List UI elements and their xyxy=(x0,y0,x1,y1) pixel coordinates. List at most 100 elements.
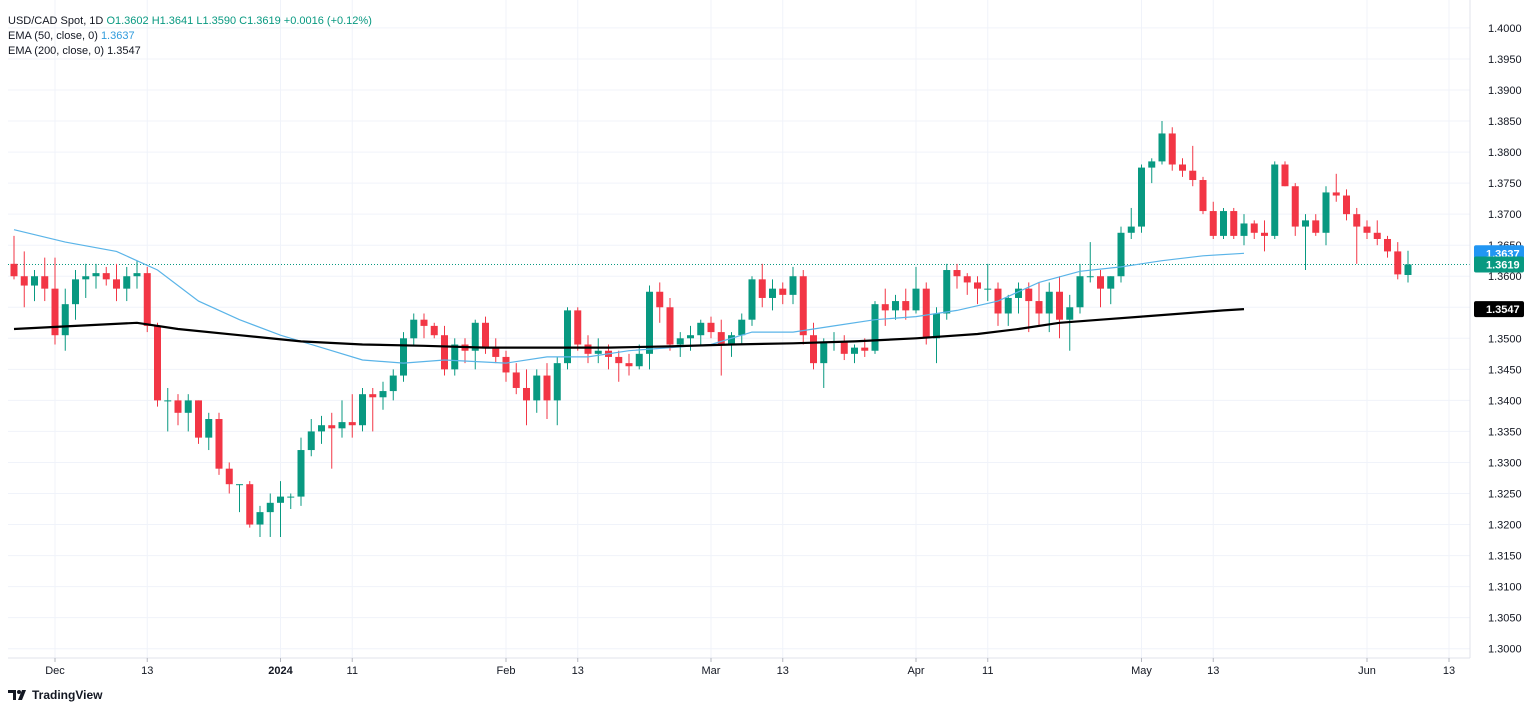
legend-symbol-row[interactable]: USD/CAD Spot, 1D O1.3602 H1.3641 L1.3590… xyxy=(8,14,372,29)
candle-body xyxy=(1056,291,1063,320)
candle-body xyxy=(922,288,930,339)
price-tick-label: 1.3400 xyxy=(1488,395,1522,407)
price-tick-label: 1.3150 xyxy=(1488,551,1522,563)
candle xyxy=(666,297,674,351)
candle-body xyxy=(174,400,182,413)
time-tick-label: 11 xyxy=(982,665,993,677)
candles xyxy=(10,121,1412,537)
candle-body xyxy=(625,363,633,367)
price-tick-label: 1.3950 xyxy=(1488,54,1522,66)
candle-body xyxy=(277,496,284,503)
tradingview-branding[interactable]: TradingView xyxy=(8,688,102,702)
candle-body xyxy=(1230,211,1238,236)
candle-body xyxy=(574,310,582,345)
candle xyxy=(512,363,520,395)
candle xyxy=(1271,161,1279,239)
price-tick-label: 1.3700 xyxy=(1488,209,1522,221)
price-tick-label: 1.3300 xyxy=(1488,457,1522,469)
time-tick-label: 11 xyxy=(347,665,358,677)
candle xyxy=(851,344,858,364)
candle-body xyxy=(758,279,766,298)
chart-legend: USD/CAD Spot, 1D O1.3602 H1.3641 L1.3590… xyxy=(8,14,372,59)
candle-body xyxy=(687,335,694,339)
candle xyxy=(543,363,551,420)
candle-body xyxy=(297,450,305,497)
candle-body xyxy=(810,335,817,364)
candle xyxy=(1025,282,1033,333)
candle xyxy=(72,270,79,320)
candle-body xyxy=(584,344,592,354)
candle-body xyxy=(389,375,397,392)
candle-body xyxy=(51,288,59,336)
candle xyxy=(912,266,920,314)
candle xyxy=(10,235,18,280)
candle-body xyxy=(379,391,387,398)
candle xyxy=(1097,270,1104,308)
candle xyxy=(625,353,633,376)
candle-body xyxy=(779,288,787,295)
candle-body xyxy=(943,270,951,314)
candle xyxy=(338,400,346,438)
candle-body xyxy=(102,273,110,280)
candle xyxy=(287,493,295,510)
candle-body xyxy=(1261,232,1268,236)
candle-body xyxy=(851,347,858,354)
price-tick-label: 1.3250 xyxy=(1488,489,1522,501)
candle-body xyxy=(246,484,254,525)
candle xyxy=(359,387,366,432)
candle xyxy=(994,282,1002,326)
candle-body xyxy=(912,288,920,311)
candle-body xyxy=(707,322,715,333)
tradingview-name: TradingView xyxy=(32,688,103,702)
price-tick-label: 1.3000 xyxy=(1488,644,1522,656)
price-tick-label: 1.3200 xyxy=(1488,520,1522,532)
price-tick-label: 1.3350 xyxy=(1488,426,1522,438)
candle xyxy=(748,276,756,326)
candle-body xyxy=(236,484,243,486)
candle-body xyxy=(441,335,448,370)
candle-body xyxy=(738,319,746,336)
candle xyxy=(881,288,889,326)
candle xyxy=(20,251,28,308)
candle-body xyxy=(1332,192,1340,196)
candle-body xyxy=(1117,232,1125,277)
candle-body xyxy=(1404,264,1412,275)
candle xyxy=(318,415,325,444)
candle xyxy=(902,288,910,320)
candle xyxy=(1261,220,1268,252)
candle-body xyxy=(902,301,910,311)
candle xyxy=(400,332,407,382)
candle xyxy=(1035,282,1043,326)
candle xyxy=(123,266,131,302)
candle xyxy=(1158,121,1166,165)
legend-ema200-row[interactable]: EMA (200, close, 0) 1.3547 xyxy=(8,44,372,59)
candle-body xyxy=(82,276,90,280)
time-axis[interactable]: Dec 13 2024 11 Feb 13 Mar 13 Apr 11 May 13 Jun 13 xyxy=(8,657,1470,677)
candle-body xyxy=(184,400,192,413)
candle-body xyxy=(348,422,356,426)
candle-body xyxy=(113,279,120,289)
ema200-price-badge-text: 1.3547 xyxy=(1486,304,1520,316)
price-tick-label: 1.3050 xyxy=(1488,613,1522,625)
candle-body xyxy=(820,341,828,364)
candle xyxy=(1230,207,1238,239)
ema-lines xyxy=(13,229,1245,364)
candle-body xyxy=(195,400,202,438)
candle-body xyxy=(1271,164,1279,236)
candle xyxy=(523,369,530,426)
candle xyxy=(1384,235,1391,258)
candle xyxy=(922,282,930,345)
candle-body xyxy=(471,322,479,351)
time-tick-label: 2024 xyxy=(268,665,293,677)
candle-body xyxy=(1394,251,1402,275)
candle xyxy=(697,319,705,345)
price-axis[interactable]: 1.4000 1.3950 1.3900 1.3850 1.3800 1.3750 1.37… xyxy=(1469,0,1522,658)
time-tick-label: 13 xyxy=(141,665,153,677)
candle xyxy=(1281,161,1289,187)
candle xyxy=(174,394,182,426)
candle-body xyxy=(133,273,141,277)
legend-ema50-row[interactable]: EMA (50, close, 0) 1.3637 xyxy=(8,29,372,44)
candle-body xyxy=(553,363,561,401)
